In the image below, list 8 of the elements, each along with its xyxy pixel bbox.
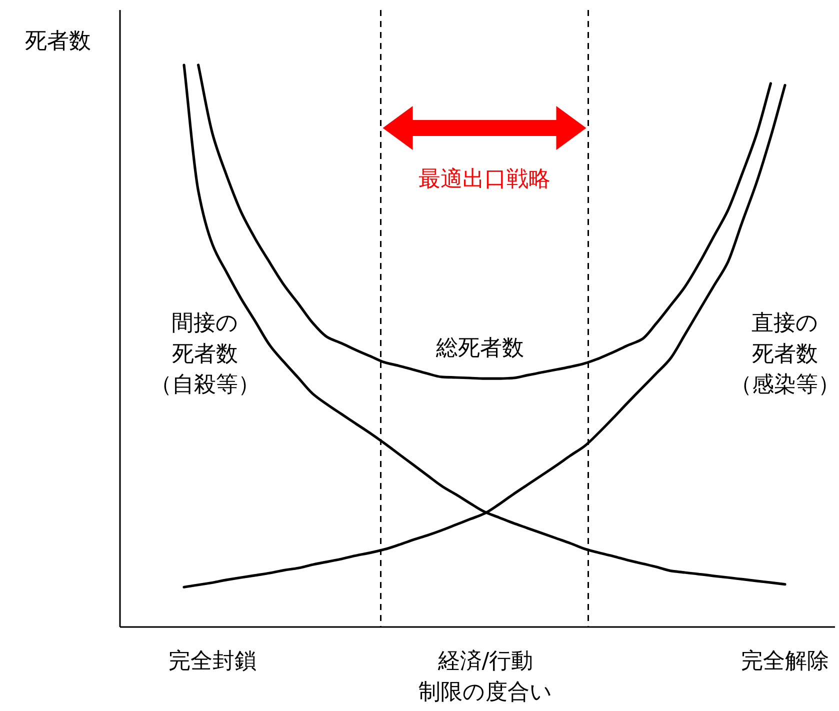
x-axis-title: 経済/行動制限の度合い [418,649,552,705]
series-label: 直接の死者数（感染等） [730,311,839,398]
series-label: 総死者数 [435,336,524,361]
x-tick-label: 完全解除 [741,649,829,674]
x-tick-label: 完全封鎖 [168,649,257,674]
annotation: 最適出口戦略 [418,167,550,192]
y-axis-title: 死者数 [25,29,91,54]
series-label: 間接の死者数（自殺等） [150,311,260,398]
